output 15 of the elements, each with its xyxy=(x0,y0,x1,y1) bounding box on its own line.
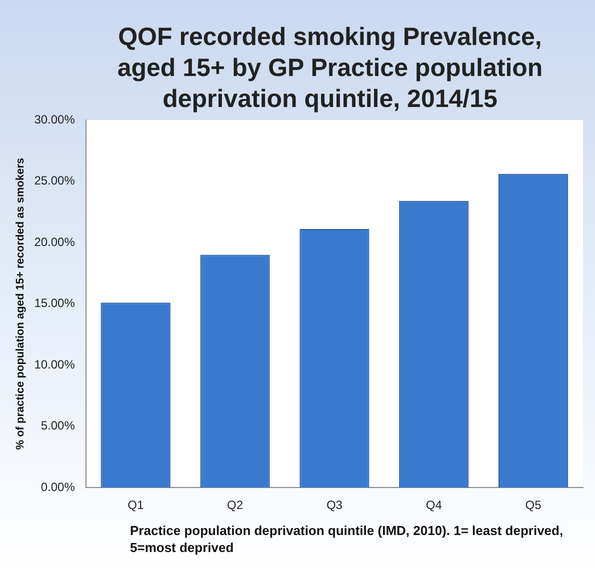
y-tick-label: 25.00% xyxy=(34,174,76,188)
chart-title: QOF recorded smoking Prevalence, aged 15+ by GP Practice population deprivation quintile, 2014/15 xyxy=(116,22,544,115)
y-tick-label: 20.00% xyxy=(34,234,76,249)
x-tick-label: Q2 xyxy=(227,498,244,512)
x-tick-label: Q4 xyxy=(426,498,442,512)
y-axis-title: % of practice population aged 15+ recorded as smokers xyxy=(14,158,27,450)
y-tick-label: 30.00% xyxy=(34,112,76,126)
x-tick-label: Q1 xyxy=(128,498,144,512)
y-tick-label: 15.00% xyxy=(34,296,76,310)
x-axis-title: Practice population deprivation quintile (IMD, 2010). 1= least deprived, 5=most deprived xyxy=(130,522,564,556)
y-tick-label: 5.00% xyxy=(40,418,76,433)
y-tick-label: 10.00% xyxy=(34,357,76,372)
x-tick-label: Q5 xyxy=(525,498,542,512)
x-tick-label: Q3 xyxy=(326,498,343,512)
y-tick-label: 0.00% xyxy=(40,480,76,494)
